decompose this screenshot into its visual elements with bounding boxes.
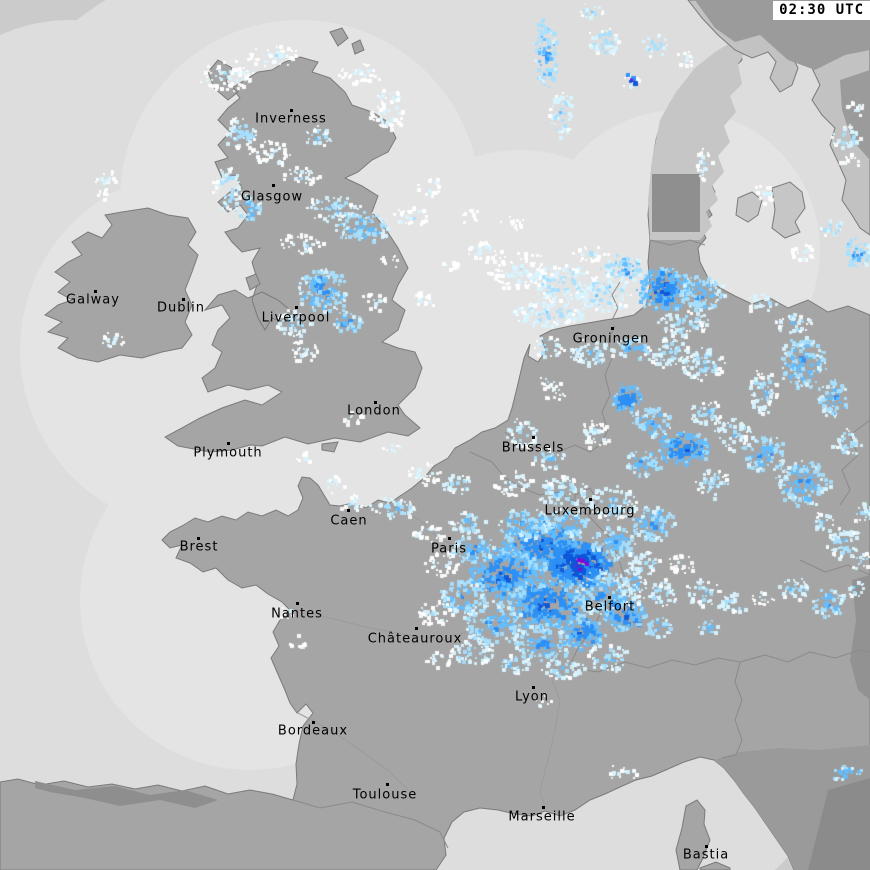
- city-dot: [608, 596, 611, 599]
- city-label: Lyon: [515, 689, 549, 705]
- city-label: Bordeaux: [277, 723, 349, 739]
- city-label: Toulouse: [352, 787, 418, 803]
- city-dot: [296, 602, 299, 605]
- city-dot: [542, 806, 545, 809]
- city-dot: [227, 442, 230, 445]
- city-label: Liverpool: [261, 310, 331, 326]
- city-label: Marseille: [508, 809, 576, 825]
- city-label: Galway: [66, 292, 120, 308]
- city-label: Belfort: [584, 599, 636, 615]
- city-label: Brussels: [501, 440, 565, 456]
- city-dot: [532, 436, 535, 439]
- timestamp-badge: 02:30 UTC: [773, 1, 870, 20]
- city-label: Bastia: [682, 847, 730, 863]
- city-dot: [705, 845, 708, 848]
- city-dot: [415, 627, 418, 630]
- city-dot: [374, 401, 377, 404]
- city-dot: [272, 184, 275, 187]
- city-label: Glasgow: [240, 189, 304, 205]
- city-label: Inverness: [255, 111, 327, 127]
- city-dot: [448, 537, 451, 540]
- city-label: Châteauroux: [367, 631, 463, 647]
- city-dot: [347, 509, 350, 512]
- city-dot: [182, 298, 185, 301]
- city-label: Paris: [431, 541, 467, 557]
- city-label: Luxembourg: [544, 503, 636, 519]
- city-dot: [532, 686, 535, 689]
- city-label: Dublin: [157, 300, 205, 316]
- city-label: Caen: [330, 513, 368, 529]
- city-dot: [94, 290, 97, 293]
- city-label: Plymouth: [193, 445, 263, 461]
- city-label: London: [347, 403, 401, 419]
- city-dot: [386, 783, 389, 786]
- city-dot: [197, 537, 200, 540]
- city-dot: [611, 327, 614, 330]
- timestamp-text: 02:30 UTC: [779, 2, 864, 18]
- city-dot: [312, 721, 315, 724]
- city-label: Nantes: [271, 606, 323, 622]
- city-label: Brest: [179, 539, 219, 555]
- city-label: Groningen: [572, 331, 650, 347]
- city-dot: [589, 498, 592, 501]
- city-dot: [295, 306, 298, 309]
- city-dot: [290, 109, 293, 112]
